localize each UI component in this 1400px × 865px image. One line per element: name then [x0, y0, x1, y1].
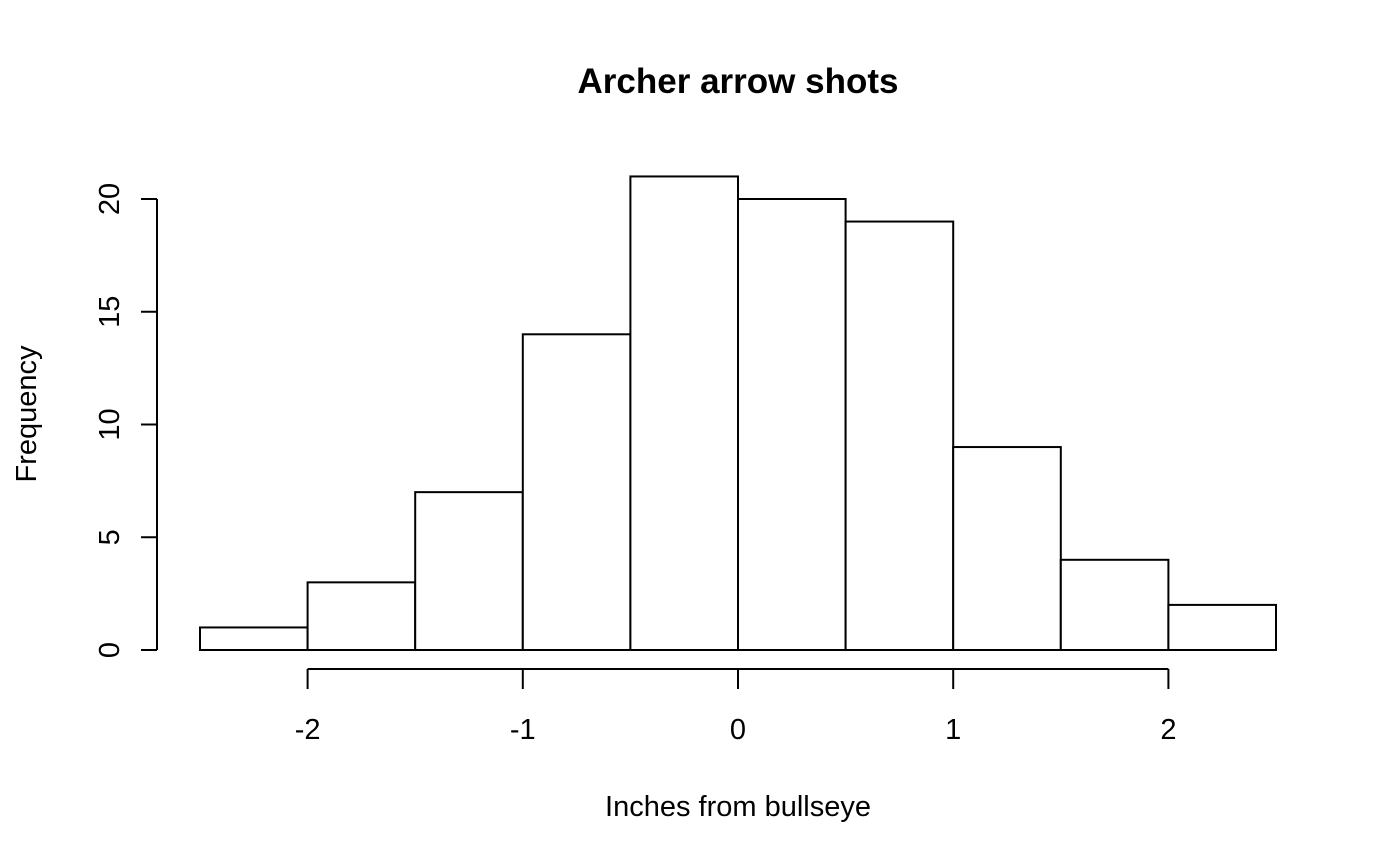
histogram-bars — [199, 175, 1278, 652]
histogram-bar-8 — [1059, 558, 1170, 651]
x-tick-label: 1 — [945, 714, 961, 746]
x-tick-label: 2 — [1160, 714, 1176, 746]
histogram-bar-5 — [737, 198, 847, 651]
y-tick-label: 10 — [94, 408, 126, 440]
y-tick-label: 5 — [94, 529, 126, 545]
chart-title: Archer arrow shots — [578, 62, 899, 101]
x-axis: -2 -1 0 1 2 — [295, 668, 1176, 746]
y-axis-title: Frequency — [11, 345, 43, 483]
histogram-bar-3 — [521, 333, 632, 651]
y-tick-label: 20 — [94, 183, 126, 215]
histogram-bar-1 — [306, 581, 417, 651]
histogram-bar-2 — [414, 491, 524, 651]
histogram-bar-4 — [629, 175, 740, 651]
y-tick-label: 15 — [94, 296, 126, 328]
histogram-bar-9 — [1167, 603, 1278, 652]
x-tick-label: -1 — [510, 714, 536, 746]
x-axis-title: Inches from bullseye — [605, 791, 871, 823]
x-tick-label: -2 — [295, 714, 321, 746]
y-axis: 0 5 10 15 20 — [94, 183, 158, 658]
histogram-bar-0 — [199, 626, 309, 652]
y-tick-label: 0 — [94, 642, 126, 658]
histogram-bar-7 — [952, 446, 1062, 651]
x-tick-label: 0 — [730, 714, 746, 746]
histogram-bar-6 — [844, 220, 955, 652]
